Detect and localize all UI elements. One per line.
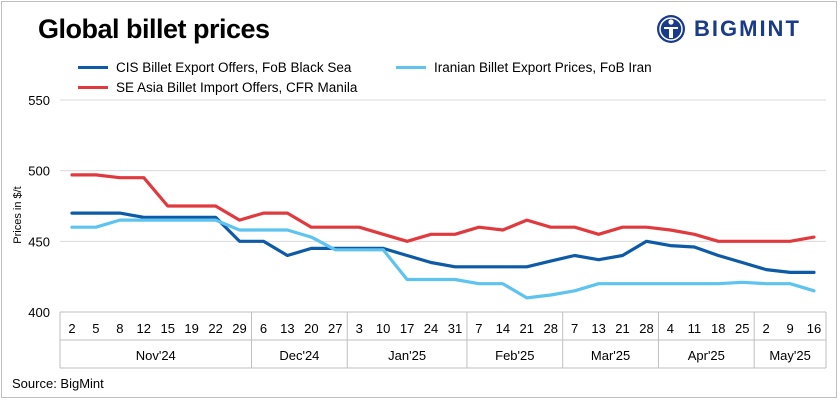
- legend-label-seasia: SE Asia Billet Import Offers, CFR Manila: [116, 80, 358, 95]
- bigmint-logo-icon: [657, 15, 685, 43]
- y-tick-label-550: 550: [28, 93, 50, 108]
- series-line-cis: [70, 211, 816, 274]
- x-tick-label: 20: [304, 321, 318, 336]
- legend-swatch-cis: [78, 66, 108, 69]
- legend-item-iran: Iranian Billet Export Prices, FoB Iran: [396, 60, 652, 75]
- y-axis-label-wrap: Prices in $/t: [12, 186, 24, 243]
- x-tick-label: 4: [667, 321, 674, 336]
- legend-swatch-seasia: [78, 86, 108, 89]
- y-axis-label: Prices in $/t: [12, 186, 24, 243]
- x-tick-label: 31: [448, 321, 462, 336]
- month-label: May'25: [769, 348, 811, 363]
- legend-label-cis: CIS Billet Export Offers, FoB Black Sea: [116, 60, 352, 75]
- y-tick-label-500: 500: [28, 164, 50, 179]
- month-label: Nov'24: [136, 348, 176, 363]
- x-tick-label: 2: [68, 321, 75, 336]
- x-tick-label: 13: [280, 321, 294, 336]
- month-label: Mar'25: [591, 348, 630, 363]
- x-tick-label: 15: [160, 321, 174, 336]
- x-tick-label: 9: [786, 321, 793, 336]
- x-tick-label: 16: [807, 321, 821, 336]
- x-tick-label: 2: [763, 321, 770, 336]
- x-tick-label: 7: [475, 321, 482, 336]
- series-line-iran: [70, 218, 816, 300]
- x-tick-label: 10: [376, 321, 390, 336]
- chart-title: Global billet prices: [38, 14, 270, 44]
- x-tick-label: 13: [591, 321, 605, 336]
- x-tick-label: 29: [232, 321, 246, 336]
- x-tick-label: 22: [208, 321, 222, 336]
- x-tick-label: 28: [639, 321, 653, 336]
- x-tick-label: 11: [688, 321, 702, 336]
- legend-item-cis: CIS Billet Export Offers, FoB Black Sea: [78, 60, 351, 75]
- x-tick-label: 14: [496, 321, 510, 336]
- x-tick-label: 24: [424, 321, 438, 336]
- x-tick-label: 27: [328, 321, 342, 336]
- y-tick-label-400: 400: [28, 305, 50, 320]
- x-tick-label: 28: [543, 321, 557, 336]
- legend-swatch-iran: [396, 66, 426, 69]
- x-tick-label: 18: [711, 321, 725, 336]
- legend: CIS Billet Export Offers, FoB Black Sea …: [78, 60, 678, 100]
- x-tick-label: 21: [520, 321, 534, 336]
- x-tick-label: 21: [615, 321, 629, 336]
- source-note: Source: BigMint: [12, 376, 104, 391]
- x-tick-label: 8: [116, 321, 123, 336]
- brand-logo: BIGMINT: [656, 12, 801, 46]
- x-tick-label: 12: [137, 321, 151, 336]
- y-tick-label-450: 450: [28, 234, 50, 249]
- x-tick-label: 19: [184, 321, 198, 336]
- brand-name: BIGMINT: [694, 16, 801, 41]
- x-tick-label: 17: [400, 321, 414, 336]
- x-tick-label: 5: [92, 321, 99, 336]
- x-tick-label: 3: [356, 321, 363, 336]
- legend-label-iran: Iranian Billet Export Prices, FoB Iran: [434, 60, 652, 75]
- series-line-seasia: [70, 173, 816, 243]
- x-tick-label: 7: [571, 321, 578, 336]
- month-label: Dec'24: [279, 348, 319, 363]
- x-tick-label: 6: [260, 321, 267, 336]
- month-label: Feb'25: [495, 348, 534, 363]
- x-tick-label: 25: [735, 321, 749, 336]
- legend-item-seasia: SE Asia Billet Import Offers, CFR Manila: [78, 80, 357, 95]
- month-label: Apr'25: [688, 348, 725, 363]
- month-label: Jan'25: [388, 348, 426, 363]
